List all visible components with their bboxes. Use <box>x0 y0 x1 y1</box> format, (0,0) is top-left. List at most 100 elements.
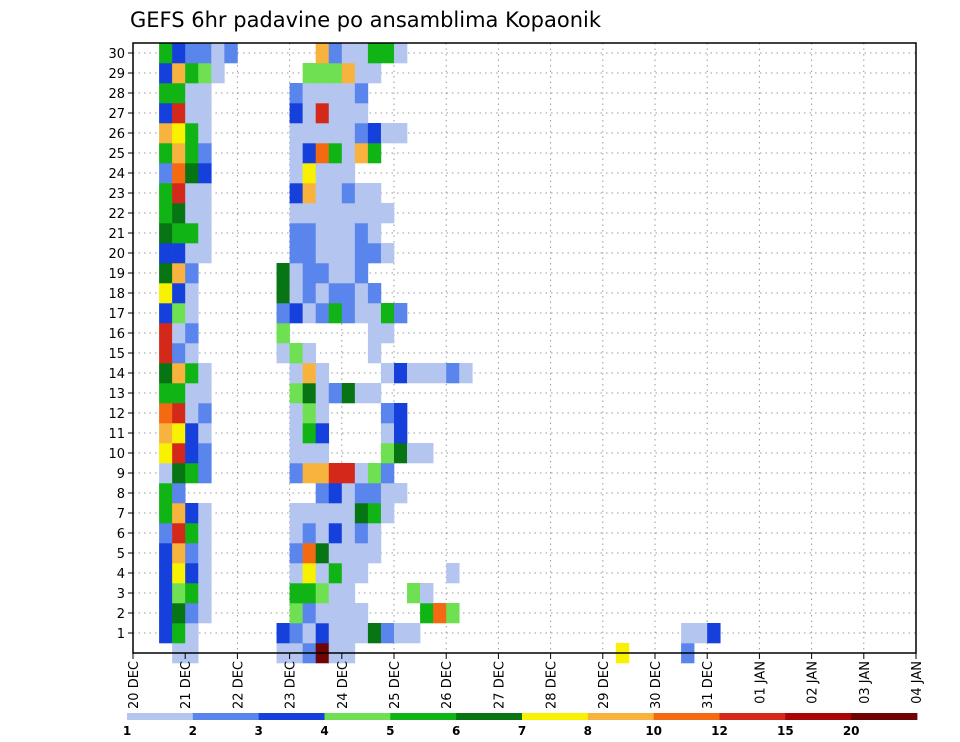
y-tick-label: 17 <box>108 307 125 322</box>
heatmap-cell <box>367 43 382 64</box>
heatmap-cell <box>159 243 173 264</box>
heatmap-cell <box>159 483 173 504</box>
heatmap-cell <box>315 203 330 224</box>
heatmap-cell <box>185 323 199 344</box>
y-tick-label: 10 <box>108 447 125 462</box>
y-tick-label: 6 <box>117 527 125 542</box>
heatmap-cell <box>328 383 343 404</box>
heatmap-cell <box>172 343 186 364</box>
heatmap-cell <box>289 243 303 264</box>
heatmap-cell <box>289 303 303 324</box>
y-axis: 1234567891011121314151617181920212223242… <box>108 47 133 642</box>
heatmap-cell <box>341 243 356 264</box>
heatmap-cell <box>380 443 395 464</box>
legend-label: 10 <box>645 724 662 738</box>
heatmap-cell <box>198 583 212 604</box>
heatmap-cell <box>185 183 199 204</box>
heatmap-cell <box>159 123 173 144</box>
heatmap-cell <box>341 103 356 124</box>
heatmap-cell <box>354 503 369 524</box>
heatmap-cell <box>185 603 199 624</box>
heatmap-cell <box>315 363 330 384</box>
heatmap-cell <box>159 463 173 484</box>
heatmap-cell <box>315 63 330 84</box>
heatmap-cell <box>172 83 186 104</box>
heatmap-cell <box>159 103 173 124</box>
heatmap-cell <box>198 123 212 144</box>
legend-label: 20 <box>843 724 860 738</box>
heatmap-cell <box>185 63 199 84</box>
heatmap-cell <box>289 523 303 544</box>
heatmap-cell <box>394 483 408 504</box>
heatmap-cell <box>354 203 369 224</box>
y-tick-label: 5 <box>117 547 125 562</box>
y-tick-label: 3 <box>117 587 125 602</box>
heatmap-cell <box>198 203 212 224</box>
heatmap-cell <box>198 163 212 184</box>
heatmap-cell <box>302 183 316 204</box>
heatmap-cell <box>328 43 343 64</box>
heatmap-cell <box>367 123 382 144</box>
heatmap-cell <box>198 83 212 104</box>
heatmap-cell <box>341 563 356 584</box>
heatmap-cell <box>198 363 212 384</box>
heatmap-cell <box>198 543 212 564</box>
heatmap-cell <box>380 123 395 144</box>
heatmap-cell <box>341 143 356 164</box>
heatmap-cell <box>420 363 434 384</box>
heatmap-cell <box>289 163 303 184</box>
y-tick-label: 28 <box>108 87 125 102</box>
heatmap-cell <box>172 563 186 584</box>
x-tick-label: 22 DEC <box>231 661 246 709</box>
heatmap-cell <box>289 623 303 644</box>
heatmap-cell <box>341 43 356 64</box>
heatmap-cell <box>354 603 369 624</box>
heatmap-cell <box>328 83 343 104</box>
heatmap-cell <box>159 503 173 524</box>
heatmap-cell <box>185 203 199 224</box>
chart-title: GEFS 6hr padavine po ansamblima Kopaonik <box>130 8 602 32</box>
legend-swatch <box>324 713 391 720</box>
heatmap-cell <box>328 243 343 264</box>
heatmap-cell <box>172 483 186 504</box>
heatmap-cell <box>172 143 186 164</box>
y-tick-label: 15 <box>108 347 125 362</box>
x-tick-label: 04 JAN <box>910 661 925 704</box>
heatmap-cell <box>380 243 395 264</box>
heatmap-cell <box>459 363 473 384</box>
legend-swatch <box>653 713 720 720</box>
heatmap-cell <box>328 563 343 584</box>
heatmap-cell <box>289 463 303 484</box>
heatmap-cell <box>172 383 186 404</box>
heatmap-cell <box>341 583 356 604</box>
legend-label: 1 <box>123 724 131 738</box>
heatmap-cell <box>172 623 186 644</box>
x-tick-label: 31 DEC <box>701 661 716 709</box>
heatmap-cell <box>172 303 186 324</box>
heatmap-cell <box>380 623 395 644</box>
heatmap-cell <box>185 143 199 164</box>
heatmap-cell <box>159 343 173 364</box>
x-tick-label: 27 DEC <box>492 661 507 709</box>
heatmap-cell <box>354 623 369 644</box>
heatmap-cell <box>367 63 382 84</box>
heatmap-cell <box>159 203 173 224</box>
x-tick-label: 26 DEC <box>440 661 455 709</box>
heatmap-cell <box>289 103 303 124</box>
heatmap-cell <box>185 403 199 424</box>
y-tick-label: 7 <box>117 507 125 522</box>
heatmap-cell <box>172 123 186 144</box>
heatmap-cell <box>302 263 316 284</box>
heatmap-cell <box>159 283 173 304</box>
heatmap-cell <box>172 603 186 624</box>
heatmap-cell <box>198 103 212 124</box>
heatmap-cell <box>354 43 369 64</box>
heatmap-cell <box>328 603 343 624</box>
heatmap-cell <box>354 523 369 544</box>
y-tick-label: 25 <box>108 147 125 162</box>
heatmap-cell <box>198 43 212 64</box>
heatmap-cell <box>315 183 330 204</box>
heatmap-cell <box>420 583 434 604</box>
heatmap-cell <box>681 623 695 644</box>
